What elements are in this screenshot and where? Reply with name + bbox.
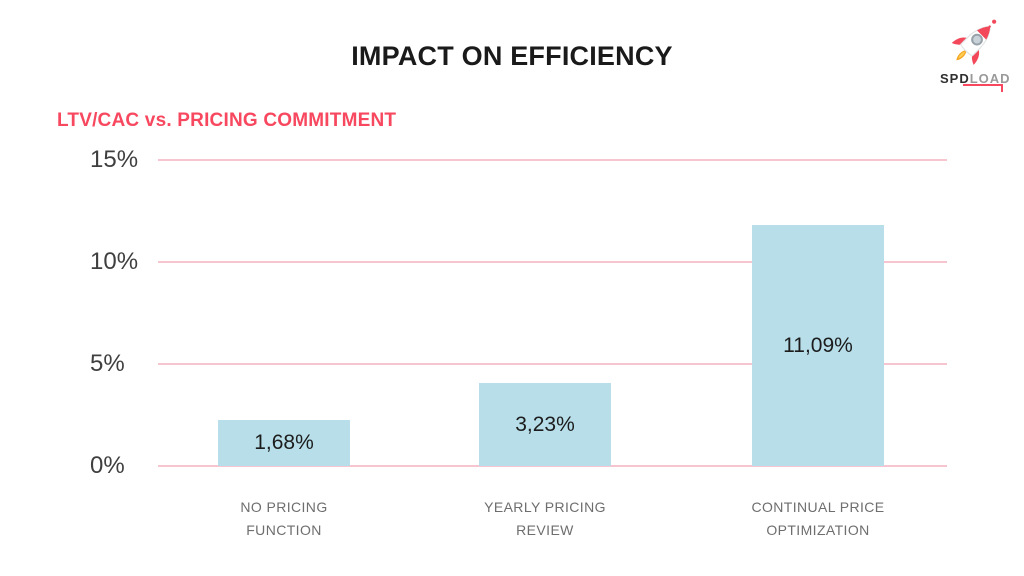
bar-value-label: 11,09% [783,333,853,357]
gridline-10% [158,261,947,263]
brand-light-text: LOAD [969,71,1011,86]
category-label: NO PRICING FUNCTION [164,496,404,542]
brand-bold-text: SPD [940,71,970,86]
bar: 1,68% [218,420,350,466]
page-title: IMPACT ON EFFICIENCY [351,41,673,71]
y-tick-label: 0% [90,452,125,479]
gridline-5% [158,363,947,365]
category-label-line: NO PRICING [240,499,328,515]
category-label-line: YEARLY PRICING [484,499,606,515]
gridline-0% [158,465,947,467]
brand-underline [963,84,1003,86]
bar: 11,09% [752,225,884,466]
bar-value-label: 3,23% [515,412,575,436]
category-label: YEARLY PRICING REVIEW [425,496,665,542]
bar-value-label: 1,68% [254,431,314,454]
y-tick-label: 10% [90,248,139,275]
chart-subtitle: LTV/CAC vs. PRICING COMMITMENT [57,110,397,131]
category-label-line: CONTINUAL PRICE [751,499,885,515]
category-label-line: FUNCTION [246,522,322,538]
brand-wordmark: SPDLOAD [940,71,1011,86]
category-label-line: OPTIMIZATION [766,522,870,538]
bar: 3,23% [479,383,611,466]
category-label: CONTINUAL PRICE OPTIMIZATION [698,496,938,542]
rocket-icon [951,19,997,65]
brand-underline-tick [1001,84,1003,92]
gridline-15% [158,159,947,161]
y-tick-label: 5% [90,350,125,377]
category-label-line: REVIEW [516,522,574,538]
y-tick-label: 15% [90,146,139,173]
